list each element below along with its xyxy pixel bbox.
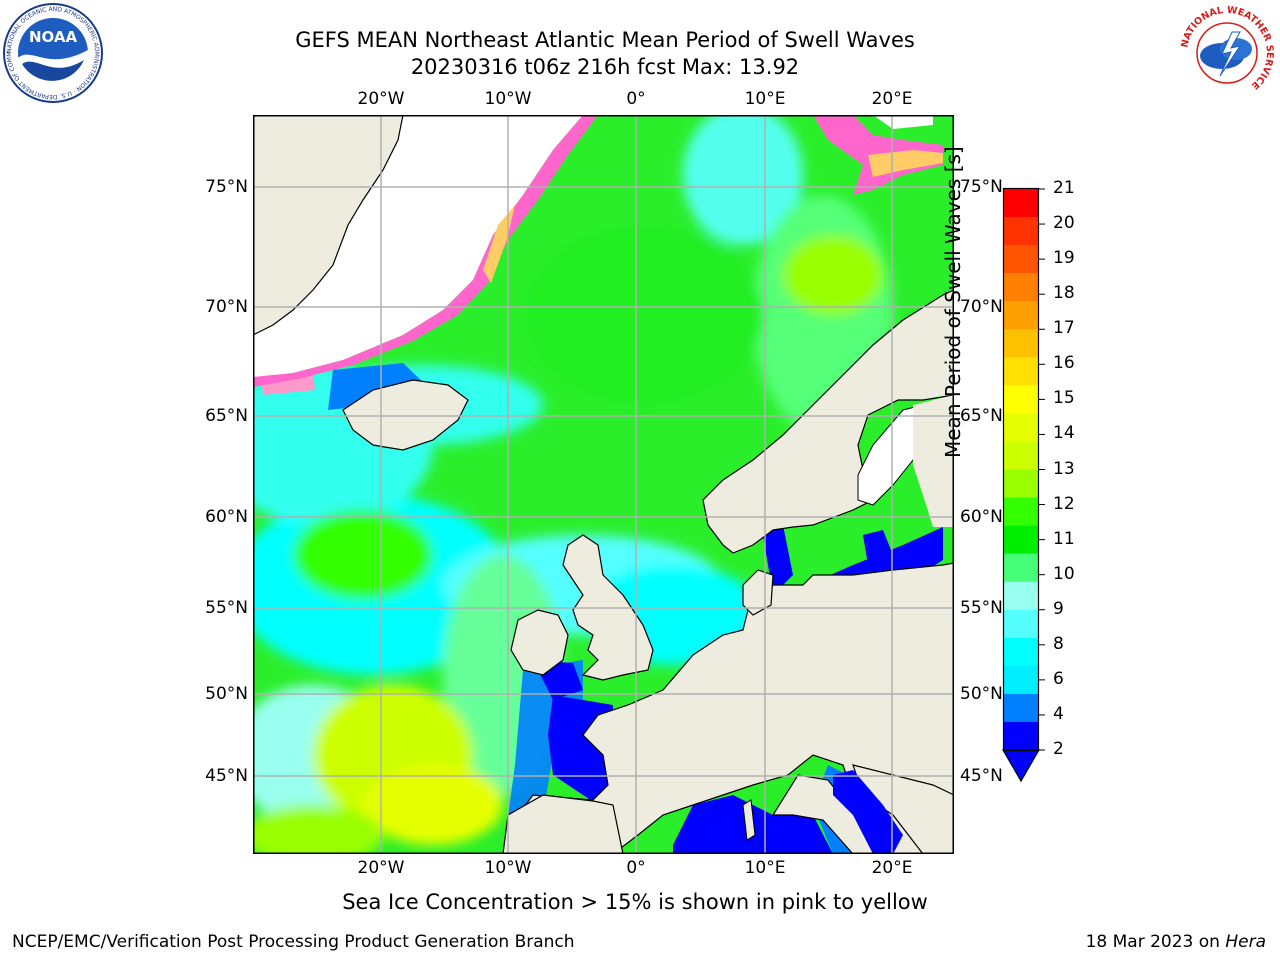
lat-label-right: 45°N [960,766,1003,786]
map-gridlines [253,115,954,854]
footer-date-text: 18 Mar 2023 on [1085,932,1226,952]
colorbar-band [1004,273,1038,302]
colorbar-tick-label: 14 [1053,423,1075,444]
colorbar-band [1004,609,1038,639]
colorbar-band [1004,553,1038,583]
colorbar-tick-label: 16 [1053,353,1075,374]
colorbar-band [1004,413,1038,442]
lon-label-bottom: 20°E [871,858,913,878]
lat-label-left: 75°N [205,177,248,197]
lon-label-bottom: 10°E [744,858,786,878]
lat-label-left: 65°N [205,406,248,426]
lon-label-top: 20°E [871,89,913,109]
colorbar-tick-label: 13 [1053,458,1075,479]
colorbar-band [1004,385,1038,414]
lat-label-right: 70°N [960,297,1003,317]
lat-label-right: 60°N [960,507,1003,527]
colorbar-band [1004,525,1038,555]
colorbar-tick-label: 2 [1053,739,1064,759]
colorbar-band [1004,581,1038,611]
colorbar-tick-label: 15 [1053,388,1075,409]
lon-label-top: 0° [626,89,646,109]
lon-label-top: 20°W [357,89,405,109]
colorbar-tick-label: 6 [1053,668,1064,689]
lat-label-left: 60°N [205,507,248,527]
swell-period-map [253,115,954,854]
lon-label-top: 10°W [484,89,532,109]
colorbar-band [1004,217,1038,246]
lat-label-left: 55°N [205,598,248,618]
colorbar-band [1004,665,1038,695]
footer-credit: NCEP/EMC/Verification Post Processing Pr… [12,932,575,952]
colorbar-tick-label: 10 [1053,563,1075,584]
colorbar-label: Mean Period of Swell Waves [s] [941,146,966,458]
colorbar-band [1004,469,1038,499]
lon-label-bottom: 0° [626,858,646,878]
colorbar-band [1004,189,1038,218]
colorbar-band [1004,497,1038,527]
lat-label-left: 45°N [205,766,248,786]
colorbar-band [1004,329,1038,358]
colorbar-tick-label: 8 [1053,633,1064,654]
nws-logo: NATIONAL WEATHER SERVICE [1179,5,1275,101]
footer-machine: Hera [1225,932,1266,952]
lat-label-right: 55°N [960,598,1003,618]
colorbar-tick-label: 9 [1053,598,1064,619]
colorbar-band [1004,245,1038,274]
lat-label-right: 75°N [960,177,1003,197]
colorbar-tick-label: 18 [1053,283,1075,304]
colorbar-tick-label: 4 [1053,703,1064,724]
lon-label-bottom: 20°W [357,858,405,878]
chart-subtitle: 20230316 t06z 216h fcst Max: 13.92 [410,55,800,79]
colorbar [1001,187,1045,783]
lat-label-right: 65°N [960,406,1003,426]
noaa-logo-text: NOAA [29,28,78,46]
sea-ice-caption: Sea Ice Concentration > 15% is shown in … [342,890,928,914]
noaa-logo: NATIONAL OCEANIC AND ATMOSPHERIC ADMINIS… [2,2,103,103]
colorbar-tick-label: 17 [1053,318,1075,339]
colorbar-band [1004,693,1038,723]
colorbar-band [1004,441,1038,470]
colorbar-tick-label: 12 [1053,493,1075,514]
lon-label-bottom: 10°W [484,858,532,878]
colorbar-tick-label: 11 [1053,528,1075,549]
colorbar-band [1004,637,1038,667]
lon-label-top: 10°E [744,89,786,109]
colorbar-band [1004,357,1038,386]
colorbar-tick-label: 21 [1053,178,1075,198]
lat-label-left: 50°N [205,684,248,704]
colorbar-band [1004,301,1038,330]
colorbar-tick-label: 19 [1053,248,1075,269]
lat-label-left: 70°N [205,297,248,317]
colorbar-tick-label: 20 [1053,213,1075,234]
lat-label-right: 50°N [960,684,1003,704]
colorbar-band [1004,721,1038,751]
footer-date: 18 Mar 2023 on Hera [1086,932,1266,952]
chart-title: GEFS MEAN Northeast Atlantic Mean Period… [295,28,915,52]
